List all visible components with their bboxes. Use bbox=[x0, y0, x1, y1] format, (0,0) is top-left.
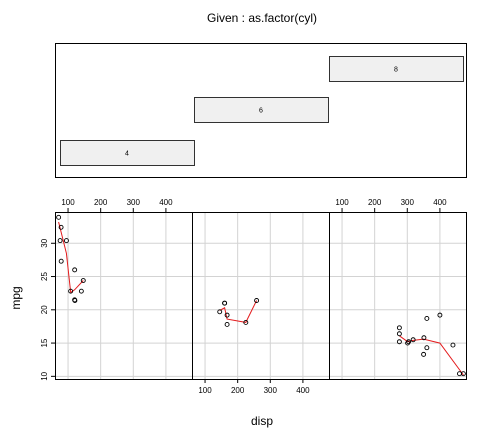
given-title: Given : as.factor(cyl) bbox=[207, 11, 317, 25]
data-point bbox=[424, 345, 430, 351]
data-point bbox=[224, 321, 230, 327]
panel-6: 100 200 300 400 bbox=[192, 212, 330, 395]
given-bars: 4 6 8 bbox=[60, 56, 464, 166]
data-point bbox=[58, 224, 64, 230]
data-point bbox=[72, 298, 78, 303]
y-tick-label-20: 20 bbox=[40, 305, 49, 314]
y-tick-label-10: 10 bbox=[40, 371, 49, 380]
data-point bbox=[421, 351, 427, 357]
y-axis-title: mpg bbox=[9, 286, 23, 309]
panel-8: 100 200 300 400 bbox=[329, 198, 467, 380]
given-bar-label-6: 6 bbox=[259, 108, 263, 115]
x-axis-title: disp bbox=[251, 414, 273, 428]
panel-frame-4 bbox=[55, 212, 193, 380]
data-point bbox=[410, 337, 416, 343]
panel-frame-6 bbox=[192, 212, 330, 380]
x-tick-label-200: 200 bbox=[94, 198, 108, 207]
scatter-panels: 100 200 300 400 10 15 20 25 30 100 200 300 400 100 200… bbox=[40, 198, 467, 395]
given-bar-4 bbox=[60, 140, 195, 166]
data-point bbox=[58, 258, 64, 264]
data-point bbox=[396, 331, 402, 337]
data-point bbox=[424, 316, 430, 321]
data-point bbox=[68, 288, 74, 294]
smooth-line-4 bbox=[58, 221, 84, 294]
data-point bbox=[56, 214, 62, 220]
data-point bbox=[217, 309, 223, 315]
x-tick-label-300: 300 bbox=[401, 198, 415, 207]
x-tick-label-200: 200 bbox=[368, 198, 382, 207]
panel-4: 100 200 300 400 10 15 20 25 30 bbox=[40, 198, 193, 381]
given-bar-6 bbox=[194, 97, 329, 123]
data-point bbox=[224, 312, 230, 318]
smooth-line-8 bbox=[399, 335, 464, 376]
x-tick-label-100: 100 bbox=[61, 198, 75, 207]
data-point bbox=[243, 319, 249, 325]
given-bar-label-8: 8 bbox=[394, 67, 398, 74]
x-tick-label-100: 100 bbox=[198, 386, 212, 395]
data-point bbox=[396, 325, 402, 331]
data-point bbox=[254, 298, 260, 303]
data-point bbox=[63, 238, 69, 244]
data-point bbox=[72, 267, 78, 273]
given-bar-8 bbox=[329, 56, 464, 82]
data-point bbox=[437, 312, 443, 318]
data-point bbox=[421, 335, 427, 341]
x-tick-label-100: 100 bbox=[335, 198, 349, 207]
x-tick-label-300: 300 bbox=[264, 386, 278, 395]
given-panel-frame bbox=[55, 43, 467, 178]
x-tick-label-400: 400 bbox=[159, 198, 173, 207]
panel-frame-8 bbox=[329, 212, 467, 380]
smooth-line-6 bbox=[219, 300, 258, 323]
x-tick-label-300: 300 bbox=[127, 198, 141, 207]
data-point bbox=[450, 342, 456, 348]
given-bar-label-4: 4 bbox=[125, 151, 129, 158]
x-tick-label-400: 400 bbox=[433, 198, 447, 207]
data-point bbox=[396, 339, 402, 345]
x-tick-label-200: 200 bbox=[231, 386, 245, 395]
data-point bbox=[457, 371, 462, 377]
data-point bbox=[78, 288, 84, 294]
data-point bbox=[405, 340, 411, 346]
y-tick-label-25: 25 bbox=[40, 272, 49, 281]
data-point bbox=[222, 300, 228, 306]
data-point bbox=[80, 278, 86, 283]
y-tick-label-30: 30 bbox=[40, 238, 49, 247]
y-tick-label-15: 15 bbox=[40, 338, 49, 347]
data-point bbox=[57, 238, 63, 244]
x-tick-label-400: 400 bbox=[296, 386, 310, 395]
